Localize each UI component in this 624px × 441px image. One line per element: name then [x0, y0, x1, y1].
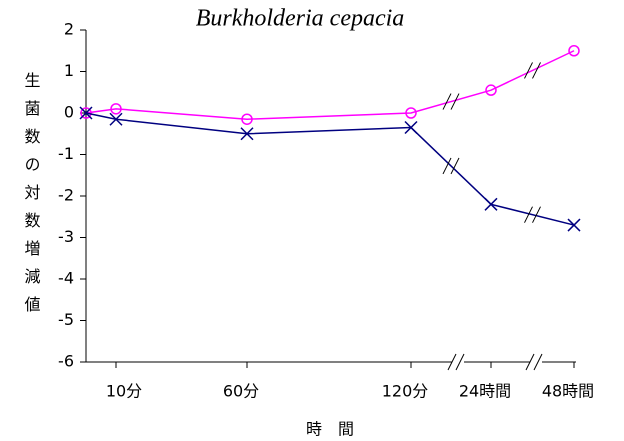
axis-break	[525, 353, 535, 371]
data-point	[241, 113, 253, 125]
data-point	[405, 107, 417, 119]
data-point	[80, 107, 92, 119]
y-tick-label: 2	[64, 20, 74, 39]
data-point	[404, 120, 418, 135]
y-tick-label: -6	[58, 352, 74, 371]
data-point	[568, 45, 580, 57]
data-line	[85, 50, 575, 120]
y-tick-label: 1	[64, 61, 74, 80]
x-tick-label: 120分	[382, 382, 429, 401]
y-tick-label: -4	[58, 269, 74, 288]
y-tick-label: -3	[58, 227, 74, 246]
x-axis-label: 時 間	[306, 420, 354, 439]
y-tick-label: -5	[58, 310, 74, 329]
y-tick-label: -1	[58, 144, 74, 163]
data-point	[484, 197, 498, 211]
y-axis-label: 生菌数の対数増減値	[22, 72, 41, 324]
x-tick-label: 48時間	[542, 382, 594, 401]
y-tick-label: 0	[64, 103, 74, 122]
x-tick-label: 10分	[106, 382, 142, 401]
data-point	[485, 84, 497, 96]
data-point	[79, 106, 93, 120]
x-tick-label: 24時間	[459, 382, 511, 401]
chart-title: Burkholderia cepacia	[196, 6, 405, 32]
axis-break	[447, 353, 457, 371]
y-tick-label: -2	[58, 186, 74, 205]
line-break	[442, 93, 460, 110]
data-point	[109, 112, 123, 126]
axis-break	[455, 353, 465, 371]
data-point	[110, 103, 122, 115]
line-break	[524, 62, 541, 79]
data-point	[567, 218, 581, 232]
axes	[85, 30, 576, 371]
axis-break	[533, 353, 543, 371]
data-point	[240, 127, 254, 141]
line-break	[442, 157, 460, 175]
x-tick-label: 60分	[223, 382, 259, 401]
line-break	[524, 206, 541, 223]
data-line	[85, 112, 575, 226]
